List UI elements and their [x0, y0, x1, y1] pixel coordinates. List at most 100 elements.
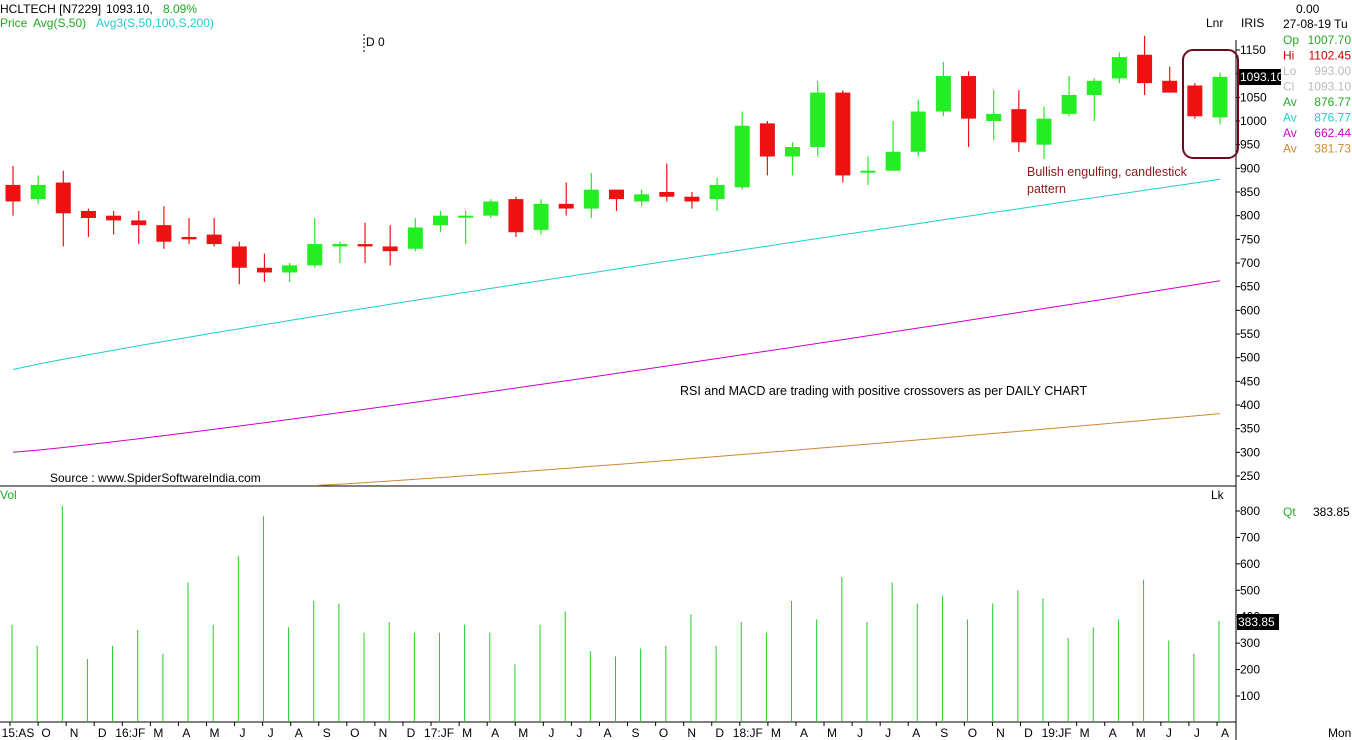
- change-text: 8.09%: [163, 2, 197, 16]
- moving-averages: [12, 178, 1221, 486]
- candle-body: [80, 210, 96, 219]
- volume-last-marker-text: 383.85: [1238, 615, 1275, 629]
- candle-body: [785, 147, 801, 157]
- cursor-label: D 0: [366, 35, 385, 49]
- last-price-marker-text: 1093.10: [1240, 70, 1284, 84]
- qt-value: 383.85: [1313, 505, 1350, 519]
- info-row-value: 1007.70: [1308, 33, 1352, 47]
- volume-axis-ticks: 100200300400500600700800: [1236, 504, 1260, 703]
- candle-body: [1011, 109, 1027, 143]
- candle-body: [1111, 57, 1127, 79]
- time-tick-label: M: [209, 726, 219, 740]
- candle-body: [1061, 94, 1077, 114]
- pattern-annotation-line2: pattern: [1027, 182, 1066, 196]
- time-tick-label: M: [827, 726, 837, 740]
- time-tick-label: S: [323, 726, 331, 740]
- info-row-label: Av: [1283, 95, 1297, 109]
- volume-tick-label: 200: [1240, 663, 1260, 677]
- time-tick-label: M: [771, 726, 781, 740]
- avg3-legend: Avg3(S,50,100,S,200): [96, 16, 214, 30]
- source-text: Source : www.SpiderSoftwareIndia.com: [50, 471, 261, 485]
- time-tick-label: D: [1024, 726, 1033, 740]
- volume-tick-label: 800: [1240, 504, 1260, 518]
- time-tick-label: D: [407, 726, 416, 740]
- info-row-value: 876.77: [1314, 111, 1351, 125]
- price-tick-label: 900: [1240, 161, 1260, 175]
- candle-body: [885, 151, 901, 171]
- time-tick-label: N: [379, 726, 388, 740]
- time-tick-label: J: [240, 726, 246, 740]
- price-tick-label: 500: [1240, 351, 1260, 365]
- moving-average-line: [12, 178, 1221, 370]
- time-tick-label: O: [41, 726, 50, 740]
- candle-body: [986, 113, 1002, 121]
- time-tick-label: 19:JF: [1042, 726, 1072, 740]
- time-tick-label: A: [1109, 726, 1117, 740]
- candle-body: [206, 234, 222, 245]
- candle-body: [1036, 118, 1052, 145]
- info-row-value: 662.44: [1314, 126, 1351, 140]
- scale-label: Lnr: [1206, 16, 1223, 30]
- info-row-label: Av: [1283, 111, 1297, 125]
- info-row-label: Hi: [1283, 49, 1294, 63]
- candle-body: [30, 184, 46, 200]
- volume-label: Vol: [0, 488, 17, 502]
- candle-body: [935, 76, 951, 112]
- candles: [5, 35, 1228, 285]
- volume-tick-label: 100: [1240, 689, 1260, 703]
- price-tick-label: 250: [1240, 469, 1260, 483]
- footer-day-label: Mon: [1328, 726, 1351, 740]
- time-tick-label: J: [1194, 726, 1200, 740]
- time-tick-label: 15:AS: [2, 726, 35, 740]
- price-tick-label: 600: [1240, 303, 1260, 317]
- price-tick-label: 950: [1240, 138, 1260, 152]
- candle-body: [533, 203, 549, 230]
- price-tick-label: 350: [1240, 422, 1260, 436]
- price-axis-ticks: 250 300 350 400 450 500 550 600 650 700 750 800 850 9…: [1236, 43, 1267, 483]
- time-tick-label: O: [968, 726, 977, 740]
- time-tick-label: J: [885, 726, 891, 740]
- candle-body: [131, 220, 147, 226]
- candle-body: [55, 182, 71, 214]
- candle-body: [860, 170, 876, 173]
- candle-body: [709, 184, 725, 200]
- candle-body: [357, 244, 373, 247]
- time-tick-label: O: [659, 726, 668, 740]
- candle-body: [1137, 54, 1153, 84]
- time-tick-label: 17:JF: [424, 726, 454, 740]
- candle-body: [835, 92, 851, 176]
- info-row-value: 993.00: [1314, 64, 1351, 78]
- brand-label: IRIS: [1241, 16, 1264, 30]
- candle-body: [307, 244, 323, 266]
- candle-body: [810, 92, 826, 148]
- price-tick-label: 650: [1240, 280, 1260, 294]
- candle-body: [583, 189, 599, 209]
- time-tick-label: M: [1136, 726, 1146, 740]
- candle-body: [282, 265, 298, 273]
- time-tick-label: A: [912, 726, 920, 740]
- time-tick-label: N: [687, 726, 696, 740]
- candle-body: [332, 244, 348, 247]
- volume-tick-label: 500: [1240, 583, 1260, 597]
- last-price-text: 1093.10,: [106, 2, 153, 16]
- time-tick-label: 16:JF: [115, 726, 145, 740]
- qt-label: Qt: [1283, 505, 1296, 519]
- info-row-value: 876.77: [1314, 95, 1351, 109]
- time-tick-label: D: [98, 726, 107, 740]
- price-tick-label: 400: [1240, 398, 1260, 412]
- info-rows: Op 1007.70 Hi 1102.45 Lo 993.00 Cl 1093.10 Av 876…: [1283, 33, 1351, 156]
- time-tick-label: M: [462, 726, 472, 740]
- price-tick-label: 1000: [1240, 114, 1267, 128]
- candle-body: [659, 192, 675, 197]
- time-tick-label: S: [632, 726, 640, 740]
- volume-unit: Lk: [1211, 488, 1225, 502]
- candle-body: [382, 246, 398, 252]
- time-tick-label: M: [1080, 726, 1090, 740]
- info-date: 27-08-19 Tu: [1283, 17, 1348, 31]
- candle-body: [483, 201, 499, 216]
- info-row-label: Op: [1283, 33, 1299, 47]
- pattern-annotation-line1: Bullish engulfing, candlestick: [1027, 165, 1188, 179]
- info-top-value: 0.00: [1296, 2, 1320, 16]
- candle-body: [256, 267, 272, 273]
